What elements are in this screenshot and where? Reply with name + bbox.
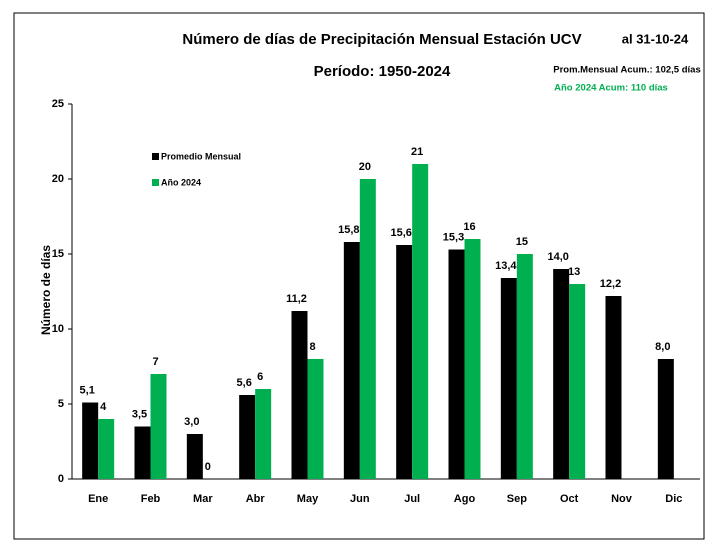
- annotation: Prom.Mensual Acum.: 102,5 días: [553, 65, 700, 76]
- bar: [186, 434, 203, 479]
- data-label: 8: [309, 341, 315, 353]
- data-label: 15,3: [443, 231, 464, 243]
- chart-title: Número de días de Precipitación Mensual …: [182, 31, 581, 48]
- x-tick-label: Dic: [665, 493, 682, 505]
- data-label: 20: [359, 161, 371, 173]
- y-tick-label: 25: [52, 98, 64, 110]
- y-tick-label: 0: [58, 473, 64, 485]
- bar: [255, 389, 272, 479]
- annotation: Año 2024 Acum: 110 días: [554, 83, 668, 94]
- data-label: 12,2: [600, 278, 621, 290]
- data-label: 16: [463, 221, 475, 233]
- data-label: 0: [205, 461, 211, 473]
- bar: [134, 426, 151, 479]
- data-label: 8,0: [655, 341, 670, 353]
- bar: [412, 164, 429, 479]
- y-tick-label: 10: [52, 323, 64, 335]
- bar: [307, 359, 324, 479]
- bar: [500, 278, 517, 479]
- data-label: 21: [411, 146, 423, 158]
- x-tick-label: Ago: [454, 493, 476, 505]
- data-label: 6: [257, 371, 263, 383]
- x-tick-label: Jun: [350, 493, 370, 505]
- bar: [516, 254, 533, 479]
- x-tick-label: May: [297, 493, 319, 505]
- bar: [553, 269, 570, 479]
- y-tick-label: 20: [52, 173, 64, 185]
- data-label: 15,6: [390, 227, 411, 239]
- bar: [82, 402, 99, 479]
- bar: [359, 179, 376, 479]
- annotation: al 31-10-24: [622, 31, 689, 46]
- bar: [343, 242, 360, 479]
- bar: [291, 311, 308, 479]
- y-axis-label: Número de días: [39, 245, 53, 335]
- data-label: 7: [152, 356, 158, 368]
- x-tick-label: Feb: [141, 493, 161, 505]
- bar: [396, 245, 413, 479]
- data-label: 15,8: [338, 224, 359, 236]
- x-tick-label: Jul: [404, 493, 420, 505]
- data-label: 14,0: [547, 251, 568, 263]
- bar: [657, 359, 674, 479]
- x-tick-label: Sep: [507, 493, 527, 505]
- chart-subtitle: Período: 1950-2024: [314, 63, 451, 80]
- data-label: 13,4: [495, 260, 517, 272]
- legend-label: Promedio Mensual: [161, 151, 241, 161]
- data-label: 3,0: [184, 416, 199, 428]
- bar: [239, 395, 256, 479]
- data-label: 15: [516, 236, 528, 248]
- bar: [605, 296, 622, 479]
- data-label: 11,2: [286, 293, 307, 305]
- bar: [150, 374, 167, 479]
- chart-frame: [13, 12, 705, 540]
- data-label: 5,1: [80, 384, 95, 396]
- bar: [569, 284, 586, 479]
- x-tick-label: Nov: [611, 493, 633, 505]
- data-label: 13: [568, 266, 580, 278]
- legend-swatch: [152, 179, 159, 186]
- data-label: 4: [100, 401, 107, 413]
- y-tick-label: 15: [52, 248, 64, 260]
- y-tick-label: 5: [58, 398, 64, 410]
- data-label: 5,6: [237, 377, 252, 389]
- bar: [464, 239, 481, 479]
- legend-label: Año 2024: [161, 177, 201, 187]
- x-tick-label: Ene: [88, 493, 108, 505]
- data-label: 3,5: [132, 408, 147, 420]
- x-tick-label: Abr: [246, 493, 266, 505]
- x-tick-label: Mar: [193, 493, 213, 505]
- bar: [98, 419, 115, 479]
- legend-swatch: [152, 153, 159, 160]
- x-tick-label: Oct: [560, 493, 579, 505]
- bar: [448, 249, 465, 479]
